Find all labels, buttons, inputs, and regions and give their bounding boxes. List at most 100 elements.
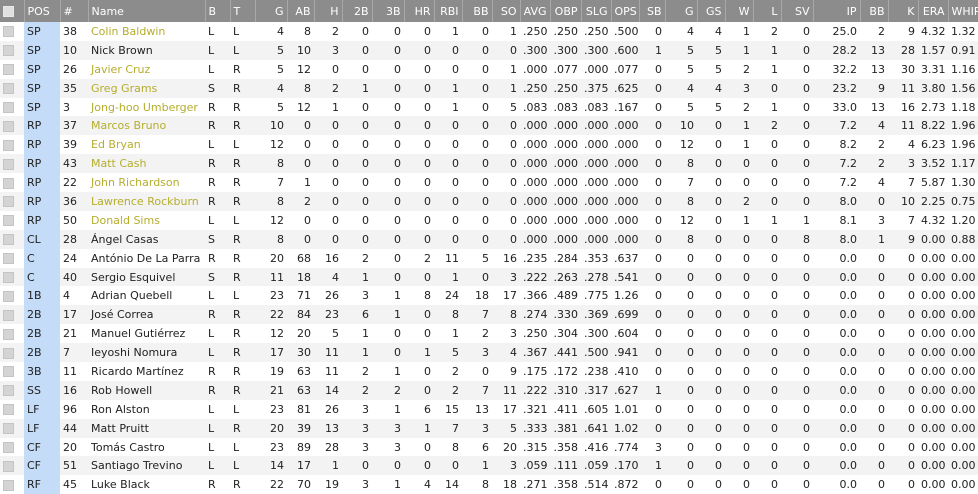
- column-header-whip[interactable]: WHIP: [948, 0, 978, 22]
- row-checkbox[interactable]: [0, 98, 24, 117]
- table-row[interactable]: RP 36 Lawrence Rockburn R R 8 2 0 0 0 0 0 0 0.000.000…: [0, 192, 978, 211]
- column-header-avg[interactable]: AVG: [520, 0, 551, 22]
- row-checkbox[interactable]: [0, 135, 24, 154]
- column-header-w[interactable]: W: [725, 0, 754, 22]
- row-checkbox[interactable]: [0, 380, 24, 400]
- column-header-ab[interactable]: AB: [287, 0, 315, 22]
- table-row[interactable]: 2B 7 Ieyoshi Nomura L R 17 30 11 1 0 1 5 3 4.367.441.…: [0, 343, 978, 363]
- column-header-slg[interactable]: SLG: [581, 0, 612, 22]
- column-header-so[interactable]: SO: [492, 0, 521, 22]
- table-row[interactable]: CF 20 Tomás Castro L L 23 89 28 3 3 0 8 6 20.315.358.…: [0, 437, 978, 457]
- row-checkbox[interactable]: [0, 192, 24, 211]
- player-name-link[interactable]: Jong-hoo Umberger: [91, 100, 198, 114]
- column-header-l[interactable]: L: [753, 0, 782, 22]
- player-name-link[interactable]: Tomás Castro: [91, 440, 165, 454]
- column-header-sv[interactable]: SV: [781, 0, 814, 22]
- column-header-ip[interactable]: IP: [813, 0, 861, 22]
- row-checkbox[interactable]: [0, 438, 24, 457]
- player-name-link[interactable]: Marcos Bruno: [88, 116, 205, 136]
- table-row[interactable]: 2B 17 José Correa R R 22 84 23 6 1 0 8 7 8.274.330.36…: [0, 305, 978, 325]
- column-header-g[interactable]: G: [255, 0, 288, 22]
- row-checkbox[interactable]: [0, 343, 24, 363]
- row-checkbox[interactable]: [0, 78, 24, 98]
- column-header-pos[interactable]: POS: [24, 0, 61, 22]
- column-header-k[interactable]: K: [888, 0, 919, 22]
- column-header-gs[interactable]: GS: [697, 0, 726, 22]
- table-row[interactable]: SS 16 Rob Howell R R 21 63 14 2 2 0 2 7 11.222.310.31…: [0, 380, 978, 400]
- table-row[interactable]: RP 22 John Richardson R R 7 1 0 0 0 0 0 0 0 .000 .000 .0…: [0, 173, 978, 193]
- row-checkbox[interactable]: [0, 418, 24, 438]
- table-row[interactable]: RP 43 Matt Cash R R 8 0 0 0 0 0 0 0 0.000.000.000.000…: [0, 154, 978, 174]
- player-name-link[interactable]: Lawrence Rockburn: [88, 192, 205, 211]
- player-name-link[interactable]: Donald Sims: [91, 213, 160, 227]
- row-checkbox[interactable]: [0, 211, 24, 230]
- column-header-h[interactable]: H: [314, 0, 343, 22]
- table-row[interactable]: CF 51 Santiago Trevino L L 14 17 1 0 0 0 0 1 3.059.11…: [0, 456, 978, 476]
- row-checkbox[interactable]: [0, 267, 24, 287]
- row-checkbox[interactable]: [0, 60, 24, 79]
- row-checkbox[interactable]: [0, 286, 24, 305]
- player-name-link[interactable]: Luke Black: [91, 478, 150, 492]
- table-row[interactable]: 2B 21 Manuel Gutiérrez L R 12 20 5 1 0 0 1 2 3.250.30…: [0, 324, 978, 344]
- table-row[interactable]: LF 44 Matt Pruitt L R 20 39 13 3 3 1 7 3 5.333.381.64…: [0, 418, 978, 438]
- column-header-era[interactable]: ERA: [918, 0, 949, 22]
- table-row[interactable]: LF 96 Ron Alston L L 23 81 26 3 1 6 15 13 17 .321 .411.…: [0, 399, 978, 419]
- player-name-link[interactable]: Santiago Trevino: [88, 456, 205, 476]
- player-name-link[interactable]: José Correa: [88, 305, 205, 325]
- row-checkbox[interactable]: [0, 154, 24, 174]
- player-name-link[interactable]: Javier Cruz: [91, 62, 151, 76]
- player-name-link[interactable]: Matt Pruitt: [88, 418, 205, 438]
- player-name-link[interactable]: Nick Brown: [88, 40, 205, 60]
- table-row[interactable]: SP 35 Greg Grams S R 4 8 2 1 0 0 1 0 1.250.250.375.62…: [0, 78, 978, 98]
- player-name-link[interactable]: Sergio Esquivel: [88, 267, 205, 287]
- column-header-g[interactable]: G: [665, 0, 698, 22]
- row-checkbox[interactable]: [0, 305, 24, 325]
- player-name-link[interactable]: Matt Cash: [88, 154, 205, 174]
- player-name-link[interactable]: Greg Grams: [88, 78, 205, 98]
- row-checkbox[interactable]: [0, 40, 24, 60]
- column-header-2b[interactable]: 2B: [342, 0, 373, 22]
- player-name-link[interactable]: Ed Bryan: [91, 138, 141, 152]
- table-row[interactable]: SP 26 Javier Cruz L R 5 12 0 0 0 0 0 0 1.000.077.000.…: [0, 59, 978, 79]
- row-checkbox[interactable]: [0, 400, 24, 419]
- table-row[interactable]: C 40 Sergio Esquivel S R 11 18 4 1 0 0 1 0 3.222.263.…: [0, 267, 978, 287]
- column-header-t[interactable]: T: [230, 0, 256, 22]
- column-header-3b[interactable]: 3B: [372, 0, 405, 22]
- row-checkbox[interactable]: [0, 116, 24, 136]
- player-name-link[interactable]: Ieyoshi Nomura: [88, 343, 205, 363]
- player-name-link[interactable]: Adrian Quebell: [91, 289, 173, 303]
- player-name-link[interactable]: Colin Baldwin: [91, 24, 166, 38]
- row-checkbox[interactable]: [0, 456, 24, 476]
- column-header-number[interactable]: #: [60, 0, 89, 22]
- table-row[interactable]: RP 39 Ed Bryan L L 12 0 0 0 0 0 0 0 0.000.000.000.000…: [0, 135, 978, 155]
- table-row[interactable]: RF 45 Luke Black R R 22 70 19 3 1 4 14 8 18.271.358.5…: [0, 475, 978, 494]
- row-checkbox[interactable]: [0, 362, 24, 381]
- table-row[interactable]: SP 3 Jong-hoo Umberger R R 5 12 1 0 0 0 1 0 5.083.083…: [0, 97, 978, 117]
- table-row[interactable]: SP 10 Nick Brown L L 5 10 3 0 0 0 0 0 0.300.300.300.6…: [0, 40, 978, 60]
- column-header-sb[interactable]: SB: [639, 0, 666, 22]
- column-header-b[interactable]: B: [205, 0, 231, 22]
- column-header-obp[interactable]: OBP: [550, 0, 582, 22]
- table-row[interactable]: CL 28 Ángel Casas S R 8 0 0 0 0 0 0 0 0.000.000.000.0…: [0, 229, 978, 249]
- row-checkbox[interactable]: [0, 324, 24, 343]
- table-row[interactable]: 3B 11 Ricardo Martínez R R 19 63 11 2 1 0 2 0 9.175.1…: [0, 362, 978, 381]
- table-row[interactable]: RP 50 Donald Sims L L 12 0 0 0 0 0 0 0 0 .000 .000 .000.…: [0, 210, 978, 230]
- row-checkbox[interactable]: [0, 475, 24, 494]
- player-name-link[interactable]: Manuel Gutiérrez: [91, 327, 186, 341]
- player-name-link[interactable]: John Richardson: [91, 176, 180, 190]
- select-all-checkbox[interactable]: [0, 0, 25, 22]
- table-row[interactable]: C 24 António De La Parra R R 20 68 16 2 0 2 11 5 16.2…: [0, 248, 978, 268]
- column-header-hr[interactable]: HR: [404, 0, 435, 22]
- column-header-bb[interactable]: BB: [860, 0, 889, 22]
- player-name-link[interactable]: Rob Howell: [88, 380, 205, 400]
- column-header-name[interactable]: Name: [88, 0, 206, 22]
- table-row[interactable]: RP 37 Marcos Bruno R R 10 0 0 0 0 0 0 0 0.000.000.000…: [0, 116, 978, 136]
- column-header-bb[interactable]: BB: [462, 0, 493, 22]
- player-name-link[interactable]: Ron Alston: [91, 402, 150, 416]
- row-checkbox[interactable]: [0, 173, 24, 192]
- row-checkbox[interactable]: [0, 22, 24, 41]
- row-checkbox[interactable]: [0, 249, 24, 268]
- column-header-rbi[interactable]: RBI: [434, 0, 463, 22]
- player-name-link[interactable]: Ángel Casas: [88, 229, 205, 249]
- table-row[interactable]: 1B 4 Adrian Quebell L L 23 71 26 3 1 8 24 18 17.366.4…: [0, 286, 978, 306]
